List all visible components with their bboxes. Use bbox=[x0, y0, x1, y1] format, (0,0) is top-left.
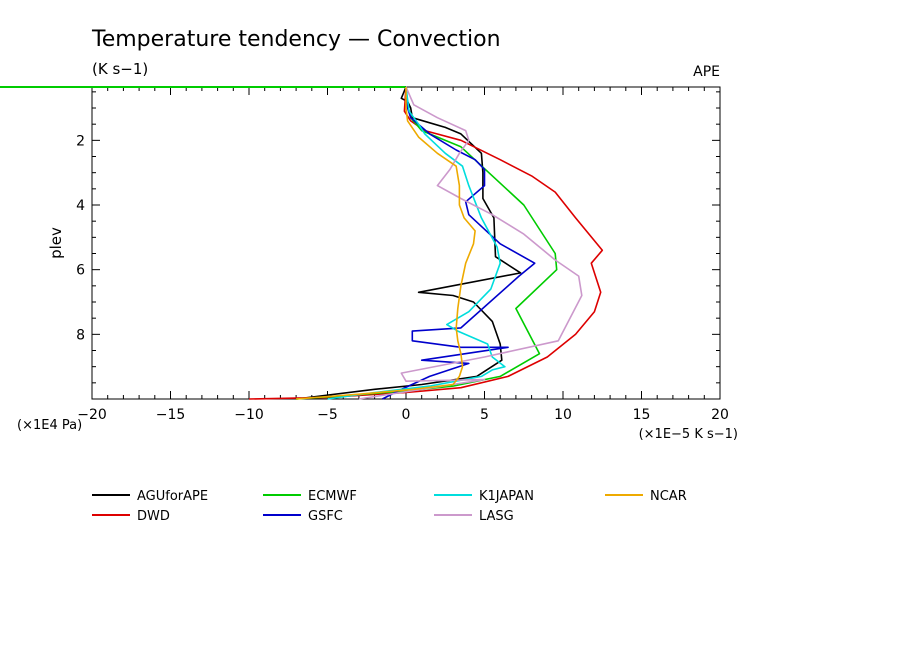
chart-title: Temperature tendency — Convection bbox=[91, 27, 501, 52]
y-tick-label: 4 bbox=[76, 198, 85, 214]
series-line-gsfc bbox=[382, 86, 536, 400]
legend-label: DWD bbox=[137, 509, 170, 524]
x-tick-label: 15 bbox=[633, 407, 651, 423]
x-tick-label: −5 bbox=[317, 407, 338, 423]
legend-label: K1JAPAN bbox=[479, 489, 534, 504]
series-line-ecmwf bbox=[296, 86, 558, 400]
series-line-k1japan bbox=[327, 86, 506, 400]
series-line-lasg bbox=[358, 86, 583, 400]
plot-frame bbox=[91, 86, 721, 400]
legend: AGUforAPE DWD ECMWF GSFC K1JAPAN LASG NCAR bbox=[92, 489, 687, 524]
x-tick-label: 10 bbox=[554, 407, 572, 423]
x-tick-label: 0 bbox=[402, 407, 411, 423]
legend-label: AGUforAPE bbox=[137, 489, 208, 504]
series-line-dwd bbox=[248, 86, 604, 400]
experiment-label: APE bbox=[693, 64, 720, 80]
legend-label: NCAR bbox=[650, 489, 687, 504]
x-tick-label: 5 bbox=[480, 407, 489, 423]
y-tick-label: 6 bbox=[76, 263, 85, 279]
y-tick-label: 8 bbox=[76, 327, 85, 343]
legend-label: ECMWF bbox=[308, 489, 357, 504]
x-axis-label: (×1E−5 K s−1) bbox=[639, 427, 738, 442]
x-tick-label: −10 bbox=[234, 407, 264, 423]
x-axis-ticks: −20 −15 −10 −5 0 5 10 15 20 bbox=[77, 87, 729, 423]
y-tick-label: 2 bbox=[76, 133, 85, 149]
series-line-ncar bbox=[296, 87, 476, 400]
x-tick-label: 20 bbox=[711, 407, 729, 423]
legend-label: GSFC bbox=[308, 509, 343, 524]
series-line-aguforape bbox=[296, 86, 522, 400]
legend-label: LASG bbox=[479, 509, 514, 524]
y-axis-label: plev bbox=[47, 227, 65, 259]
x-tick-label: −20 bbox=[77, 407, 107, 423]
chart-subtitle: (K s−1) bbox=[92, 60, 148, 78]
y-axis-unit: (×1E4 Pa) bbox=[17, 418, 82, 433]
series-layer bbox=[0, 86, 604, 400]
x-tick-label: −15 bbox=[156, 407, 186, 423]
y-axis-ticks: 2 4 6 8 bbox=[76, 91, 720, 400]
